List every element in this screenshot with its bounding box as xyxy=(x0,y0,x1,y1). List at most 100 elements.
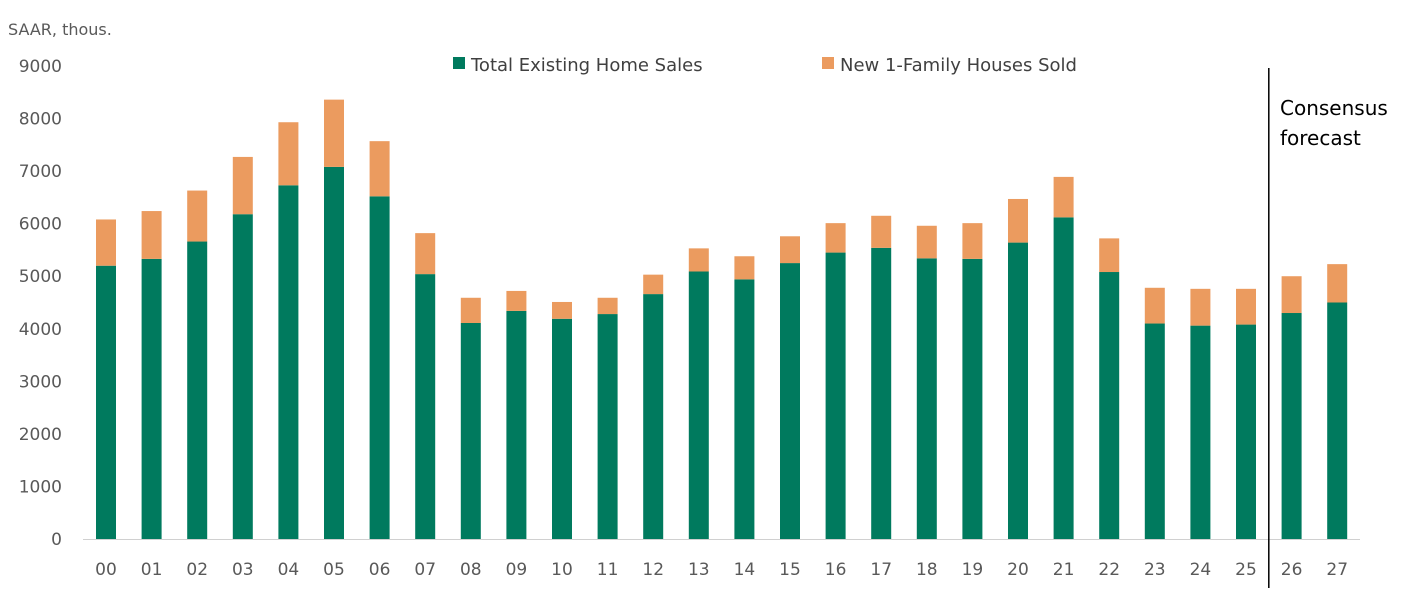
bar-existing-home-sales xyxy=(187,241,208,539)
bar-existing-home-sales xyxy=(916,258,937,539)
x-tick-label: 02 xyxy=(186,560,208,580)
bar-new-houses-sold xyxy=(1053,176,1074,218)
bar-new-houses-sold xyxy=(506,290,527,311)
bar-new-houses-sold xyxy=(415,233,436,275)
bar-existing-home-sales xyxy=(460,322,481,539)
bar-existing-home-sales xyxy=(506,310,527,539)
bar-new-houses-sold xyxy=(825,223,846,253)
bar-existing-home-sales xyxy=(1281,313,1302,539)
y-tick-label: 8000 xyxy=(19,110,62,130)
bar-new-houses-sold xyxy=(1099,238,1120,273)
y-tick-label: 2000 xyxy=(19,425,62,445)
bar-existing-home-sales xyxy=(1144,323,1165,539)
bar-new-houses-sold xyxy=(460,297,481,323)
y-tick-label: 1000 xyxy=(19,477,62,497)
bar-new-houses-sold xyxy=(643,274,664,295)
bar-new-houses-sold xyxy=(1190,288,1211,326)
x-tick-label: 01 xyxy=(141,560,163,580)
bar-existing-home-sales xyxy=(780,263,800,539)
x-tick-label: 16 xyxy=(825,560,847,580)
x-tick-label: 21 xyxy=(1053,560,1075,580)
x-tick-label: 00 xyxy=(95,560,117,580)
x-axis-ticks: 00 01 02 03 04 05 06 07 08 09 10 11 12 13 14 15 16 17 18 19… xyxy=(95,560,1348,580)
bar-new-houses-sold xyxy=(96,219,116,266)
bar-new-houses-sold xyxy=(187,190,208,242)
bar-existing-home-sales xyxy=(278,185,299,539)
bar-new-houses-sold xyxy=(324,99,344,167)
bar-new-houses-sold xyxy=(962,223,983,259)
x-tick-label: 03 xyxy=(232,560,254,580)
bar-existing-home-sales xyxy=(1190,325,1211,539)
bar-existing-home-sales xyxy=(1053,217,1074,540)
bar-existing-home-sales xyxy=(1327,302,1348,539)
x-tick-label: 11 xyxy=(597,560,619,580)
x-tick-label: 17 xyxy=(870,560,892,580)
bar-existing-home-sales xyxy=(1008,242,1028,539)
y-tick-label: 5000 xyxy=(19,267,62,287)
bar-existing-home-sales xyxy=(734,279,755,539)
x-tick-label: 20 xyxy=(1007,560,1029,580)
bar-existing-home-sales xyxy=(643,294,664,539)
x-tick-label: 08 xyxy=(460,560,482,580)
bar-existing-home-sales xyxy=(1099,272,1120,539)
bar-existing-home-sales xyxy=(552,318,572,539)
bar-existing-home-sales xyxy=(141,258,162,539)
bar-new-houses-sold xyxy=(552,301,572,319)
bar-existing-home-sales xyxy=(324,166,344,539)
bars-group xyxy=(96,99,1348,540)
bar-existing-home-sales xyxy=(1236,324,1256,539)
forecast-annotation-line1: Consensus xyxy=(1280,96,1388,120)
x-tick-label: 13 xyxy=(688,560,710,580)
bar-new-houses-sold xyxy=(871,215,892,248)
y-tick-label: 9000 xyxy=(19,57,62,77)
y-tick-label: 3000 xyxy=(19,372,62,392)
bar-existing-home-sales xyxy=(688,271,709,539)
bar-new-houses-sold xyxy=(1008,198,1028,243)
bar-existing-home-sales xyxy=(232,214,253,539)
x-tick-label: 14 xyxy=(734,560,756,580)
bar-existing-home-sales xyxy=(962,258,983,539)
bar-new-houses-sold xyxy=(916,225,937,259)
bar-existing-home-sales xyxy=(415,274,436,539)
x-tick-label: 27 xyxy=(1326,560,1348,580)
x-tick-label: 24 xyxy=(1190,560,1212,580)
bar-existing-home-sales xyxy=(825,252,846,540)
bar-new-houses-sold xyxy=(232,156,253,215)
bar-new-houses-sold xyxy=(780,236,800,264)
y-tick-label: 7000 xyxy=(19,162,62,182)
y-axis-ticks: 0 1000 2000 3000 4000 5000 6000 7000 8000 9000 xyxy=(19,57,62,550)
x-tick-label: 09 xyxy=(506,560,528,580)
bar-new-houses-sold xyxy=(369,141,390,197)
x-tick-label: 04 xyxy=(278,560,300,580)
legend-swatch-existing xyxy=(453,57,465,69)
bar-new-houses-sold xyxy=(1327,264,1348,303)
x-tick-label: 18 xyxy=(916,560,938,580)
bar-existing-home-sales xyxy=(96,265,116,539)
x-tick-label: 06 xyxy=(369,560,391,580)
x-tick-label: 23 xyxy=(1144,560,1166,580)
bar-new-houses-sold xyxy=(1236,288,1256,325)
x-tick-label: 22 xyxy=(1098,560,1120,580)
bar-new-houses-sold xyxy=(734,256,755,280)
forecast-annotation-line2: forecast xyxy=(1280,126,1361,150)
bar-new-houses-sold xyxy=(688,248,709,272)
x-tick-label: 26 xyxy=(1281,560,1303,580)
bar-new-houses-sold xyxy=(1144,287,1165,324)
x-tick-label: 25 xyxy=(1235,560,1257,580)
legend: Total Existing Home Sales New 1-Family H… xyxy=(453,55,1077,76)
bar-existing-home-sales xyxy=(597,314,618,539)
bar-new-houses-sold xyxy=(141,211,162,259)
x-tick-label: 15 xyxy=(779,560,801,580)
legend-label-new: New 1-Family Houses Sold xyxy=(840,55,1077,76)
legend-label-existing: Total Existing Home Sales xyxy=(470,55,703,76)
bar-new-houses-sold xyxy=(597,297,618,315)
bar-new-houses-sold xyxy=(278,122,299,186)
bar-new-houses-sold xyxy=(1281,276,1302,314)
bar-existing-home-sales xyxy=(369,196,390,540)
y-tick-label: 4000 xyxy=(19,320,62,340)
y-tick-label: 0 xyxy=(51,530,62,550)
bar-existing-home-sales xyxy=(871,247,892,539)
x-tick-label: 12 xyxy=(642,560,664,580)
